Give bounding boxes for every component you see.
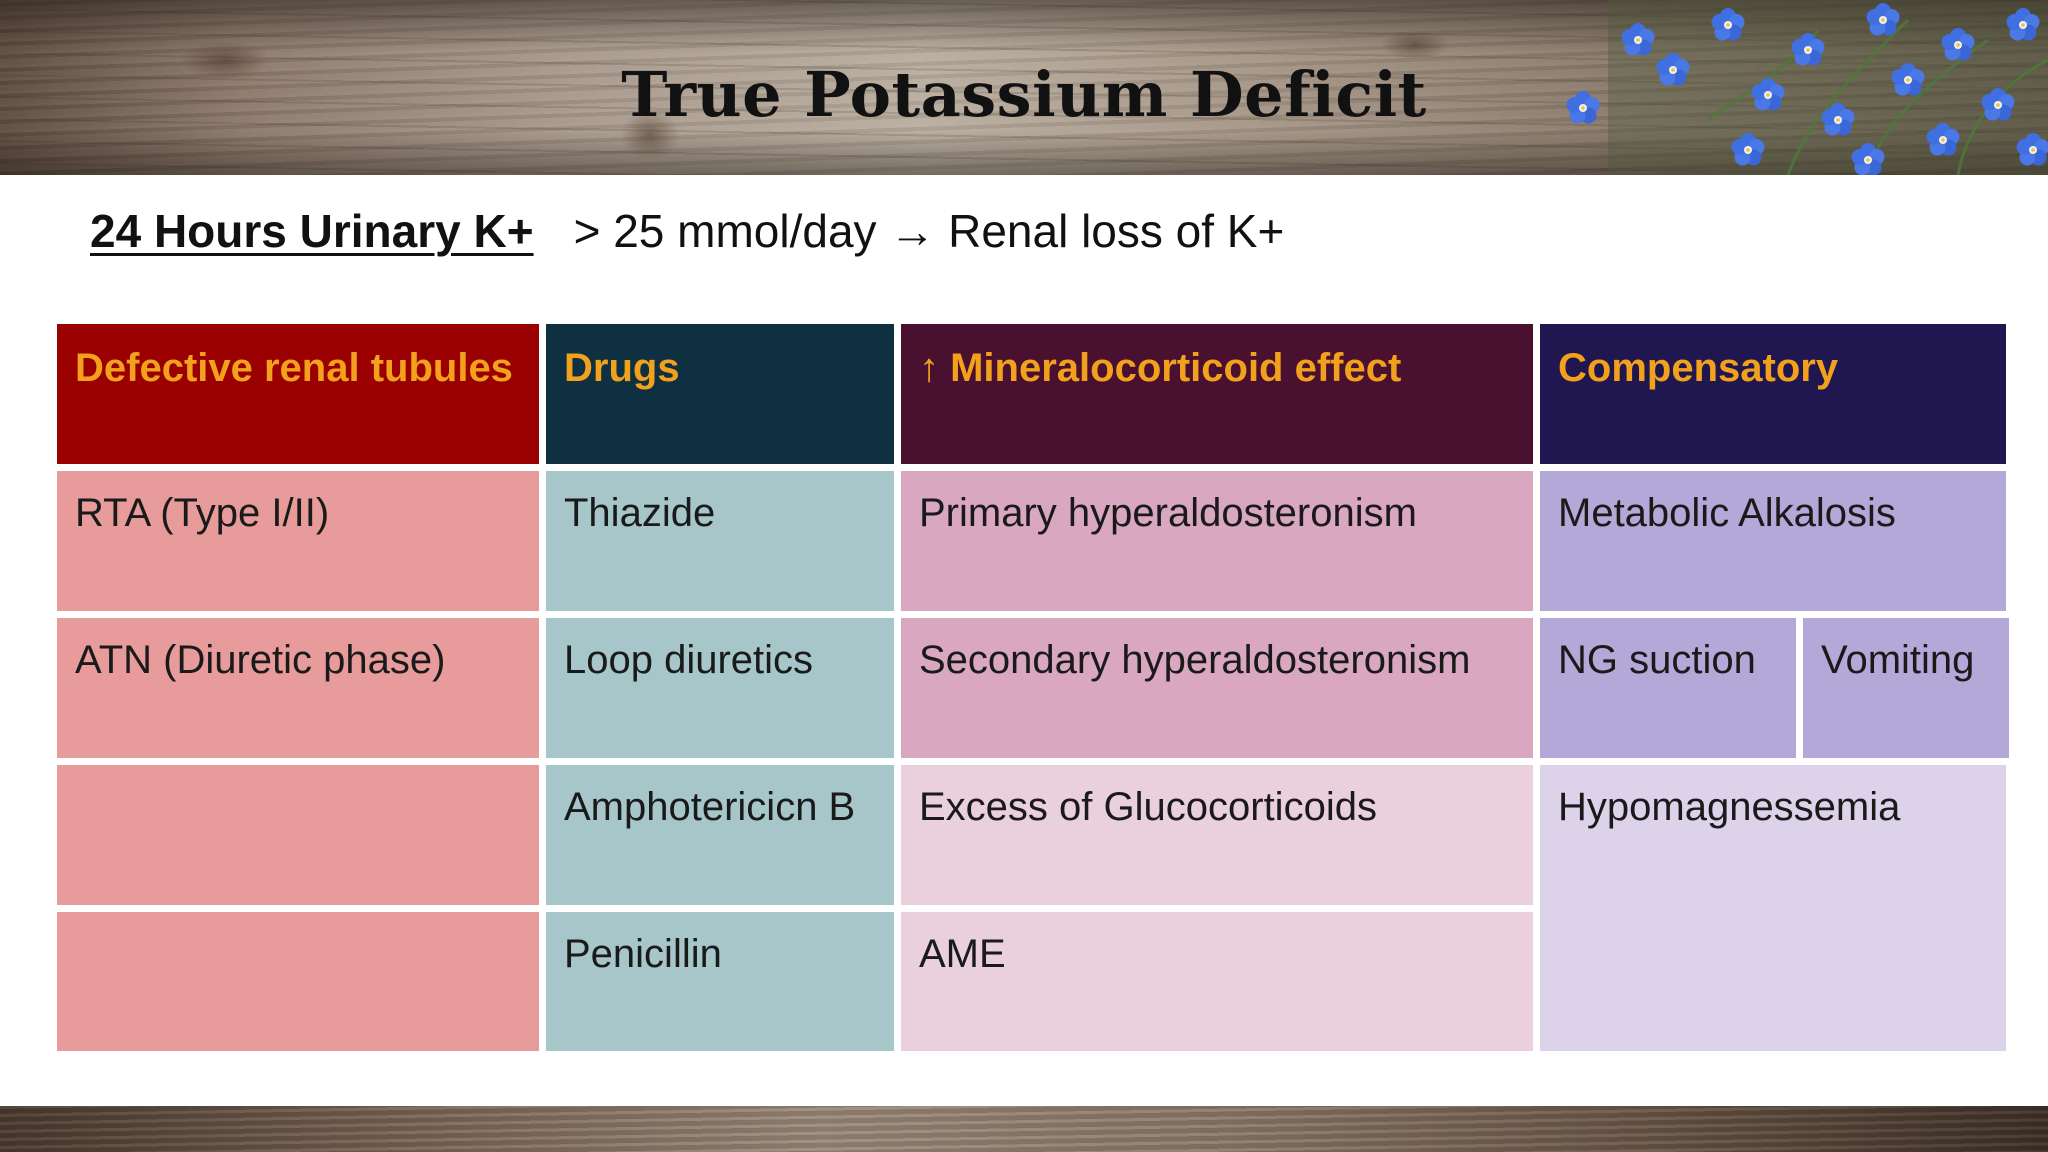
table-cell-mineralocorticoid-2: Secondary hyperaldosteronism (901, 618, 1533, 758)
table-cell-compensatory-2b: Vomiting (1803, 618, 2009, 758)
table-cell-drugs-3: Amphotericicn B (546, 765, 894, 905)
table-cell-drugs-2: Loop diuretics (546, 618, 894, 758)
table-cell-compensatory-3: Hypomagnessemia (1540, 765, 2006, 1051)
table-cell-drugs-1: Thiazide (546, 471, 894, 611)
header-mineralocorticoid-effect: ↑ Mineralocorticoid effect (901, 324, 1533, 464)
subtitle-label: 24 Hours Urinary K+ (90, 205, 534, 257)
flowers-decoration-icon (1566, 0, 2048, 175)
header-drugs: Drugs (546, 324, 894, 464)
table-cell-renal-4 (57, 912, 539, 1051)
subtitle-line: 24 Hours Urinary K+ > 25 mmol/day → Rena… (90, 196, 1284, 266)
subtitle-text: > 25 mmol/day → Renal loss of K+ (573, 205, 1285, 257)
header-defective-renal-tubules: Defective renal tubules (57, 324, 539, 464)
table-cell-renal-2: ATN (Diuretic phase) (57, 618, 539, 758)
table-cell-mineralocorticoid-4: AME (901, 912, 1533, 1051)
table-cell-compensatory-1: Metabolic Alkalosis (1540, 471, 2006, 611)
header-banner: True Potassium Deficit (0, 0, 2048, 175)
table-cell-mineralocorticoid-1: Primary hyperaldosteronism (901, 471, 1533, 611)
table-cell-drugs-4: Penicillin (546, 912, 894, 1051)
table-cell-compensatory-2a: NG suction (1540, 618, 1796, 758)
footer-wood-strip (0, 1106, 2048, 1152)
table-cell-mineralocorticoid-3: Excess of Glucocorticoids (901, 765, 1533, 905)
header-compensatory: Compensatory (1540, 324, 2006, 464)
table-cell-renal-1: RTA (Type I/II) (57, 471, 539, 611)
page-title: True Potassium Deficit (621, 58, 1427, 131)
table-cell-renal-3 (57, 765, 539, 905)
